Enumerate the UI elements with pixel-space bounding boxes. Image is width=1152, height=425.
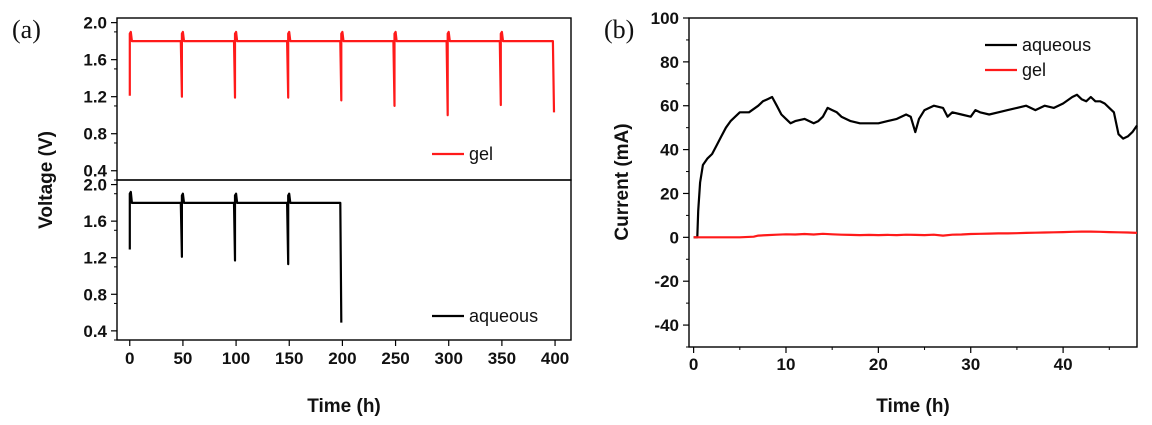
x-tick-label: 40 xyxy=(1054,355,1073,374)
x-tick-label: 400 xyxy=(541,349,569,368)
y-tick-label: 0.8 xyxy=(83,125,107,144)
x-tick-label: 350 xyxy=(488,349,516,368)
y-tick-label: 100 xyxy=(651,9,679,28)
x-axis-label-a: Time (h) xyxy=(307,396,381,417)
plot-frame-b xyxy=(688,17,1138,348)
y-tick-label: 20 xyxy=(660,184,679,203)
panel-label-a: (a) xyxy=(12,15,41,44)
x-tick-label: 150 xyxy=(275,349,303,368)
series-line-aqueous xyxy=(128,190,343,323)
x-tick-label: 200 xyxy=(328,349,356,368)
y-tick-label: 0 xyxy=(670,228,679,247)
legend-label-gel: gel xyxy=(1022,60,1046,80)
legend-label-gel: gel xyxy=(469,144,493,164)
x-tick-label: 0 xyxy=(689,355,698,374)
x-tick-label: 10 xyxy=(777,355,796,374)
y-tick-label: 40 xyxy=(660,141,679,160)
series-line-aqueous xyxy=(693,93,1138,239)
y-tick-label: 0.8 xyxy=(83,285,107,304)
x-tick-label: 300 xyxy=(435,349,463,368)
y-tick-label: 1.2 xyxy=(83,249,107,268)
x-tick-label: 50 xyxy=(173,349,192,368)
series-line-gel xyxy=(693,230,1138,239)
legend-label-aqueous: aqueous xyxy=(1022,35,1091,55)
y-tick-label: 2.0 xyxy=(83,176,107,195)
x-tick-label: 100 xyxy=(222,349,250,368)
legend-label-aqueous: aqueous xyxy=(469,306,538,326)
y-tick-label: 0.4 xyxy=(83,162,107,181)
x-tick-label: 250 xyxy=(381,349,409,368)
y-tick-label: -40 xyxy=(654,316,679,335)
y-tick-label: 1.6 xyxy=(83,51,107,70)
series-line-gel xyxy=(128,30,556,117)
y-tick-label: 2.0 xyxy=(83,14,107,33)
y-tick-label: 1.2 xyxy=(83,88,107,107)
x-tick-label: 30 xyxy=(961,355,980,374)
y-axis-label-b: Current (mA) xyxy=(612,123,633,240)
y-tick-label: 80 xyxy=(660,53,679,72)
y-tick-label: -20 xyxy=(654,272,679,291)
y-axis-label-a: Voltage (V) xyxy=(36,131,57,229)
plot-frame-a1 xyxy=(116,17,572,181)
x-tick-label: 0 xyxy=(125,349,134,368)
y-tick-label: 1.6 xyxy=(83,212,107,231)
panel-label-b: (b) xyxy=(604,15,634,44)
y-tick-label: 60 xyxy=(660,97,679,116)
y-tick-label: 0.4 xyxy=(83,322,107,341)
x-tick-label: 20 xyxy=(869,355,888,374)
x-axis-label-b: Time (h) xyxy=(876,396,950,417)
plot-frame-a2 xyxy=(116,179,572,341)
